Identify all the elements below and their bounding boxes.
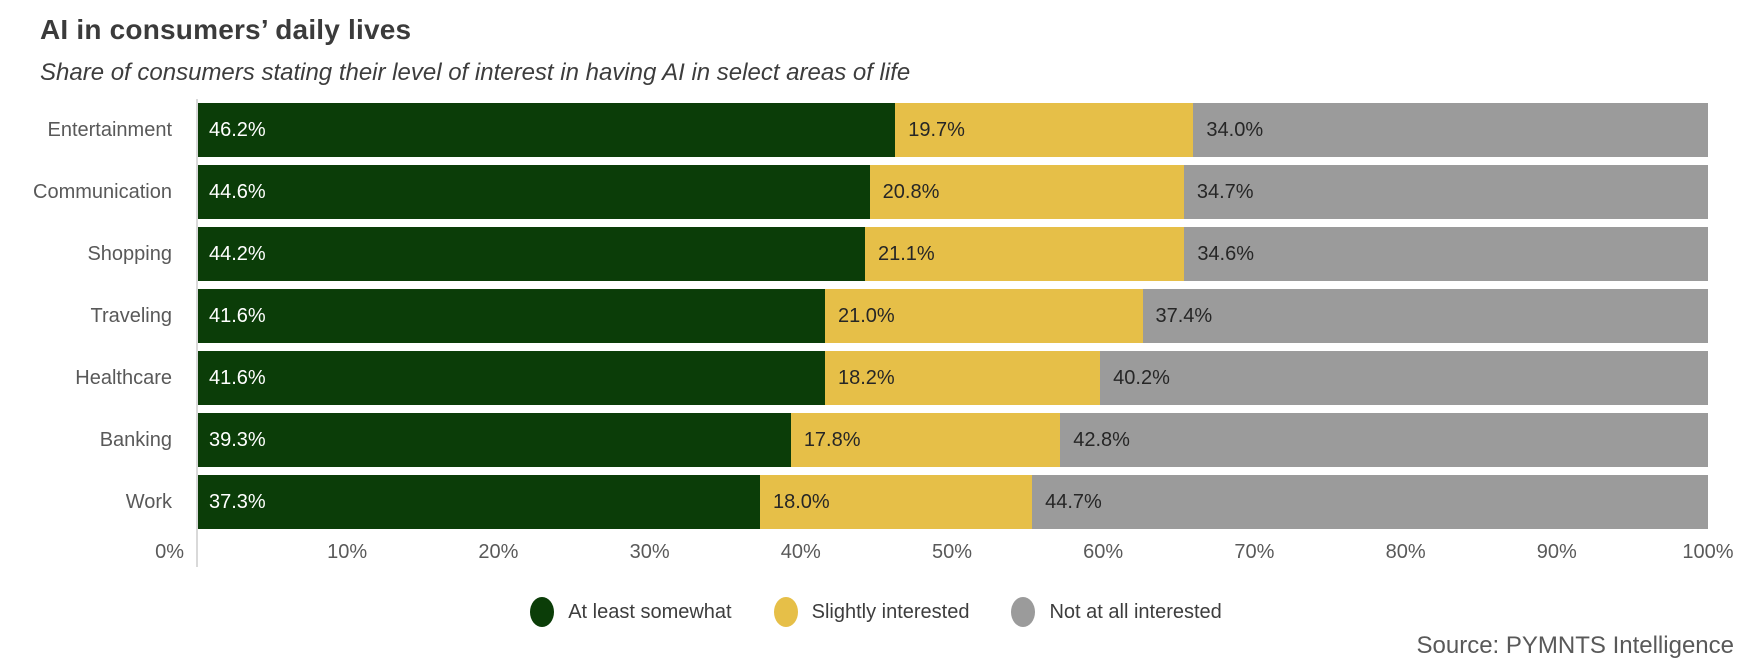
bar-segment-at-least-somewhat: 44.6% xyxy=(196,165,870,219)
chart-subtitle: Share of consumers stating their level o… xyxy=(40,59,911,86)
x-axis-tick: 0% xyxy=(155,541,184,563)
legend-swatch-slightly-interested xyxy=(773,597,798,627)
category-label: Communication xyxy=(33,180,172,203)
bar-value-label: 20.8% xyxy=(882,180,940,203)
bar-segment-slightly-interested: 17.8% xyxy=(790,413,1061,467)
bar-value-label: 41.6% xyxy=(209,366,266,389)
x-axis: 0% 10% 20% 30% 40% 50% 60% 70% 80% 90% 100% xyxy=(155,533,1733,567)
bar-segment-not-at-all-interested: 34.7% xyxy=(1183,165,1708,219)
bar-segment-at-least-somewhat: 41.6% xyxy=(196,351,825,405)
bar-segment-not-at-all-interested: 42.8% xyxy=(1060,413,1708,467)
legend-swatch-at-least-somewhat xyxy=(530,597,555,627)
bar-value-label: 39.3% xyxy=(209,428,266,451)
legend-label: At least somewhat xyxy=(568,600,732,623)
bar-segment-slightly-interested: 18.0% xyxy=(759,475,1033,529)
plot-area: Entertainment 46.2% 19.7% 34.0% Communicatio… xyxy=(0,99,1752,567)
bar-segment-slightly-interested: 19.7% xyxy=(895,103,1194,157)
bar-segment-slightly-interested: 20.8% xyxy=(869,165,1184,219)
bar-track: 41.6% 18.2% 40.2% xyxy=(196,351,1708,405)
y-axis-line xyxy=(196,99,198,567)
legend-item-not-at-all-interested: Not at all interested xyxy=(1011,597,1222,627)
bar-track: 44.6% 20.8% 34.7% xyxy=(196,165,1708,219)
bar-value-label: 42.8% xyxy=(1073,428,1130,451)
bar-segment-not-at-all-interested: 37.4% xyxy=(1142,289,1708,343)
bar-segment-not-at-all-interested: 34.6% xyxy=(1184,227,1708,281)
legend-swatch-not-at-all-interested xyxy=(1011,597,1036,627)
legend-item-at-least-somewhat: At least somewhat xyxy=(530,597,732,627)
bar-value-label: 44.6% xyxy=(209,180,266,203)
bar-track: 44.2% 21.1% 34.6% xyxy=(196,227,1708,281)
x-axis-tick: 80% xyxy=(1385,541,1426,563)
bar-value-label: 21.0% xyxy=(837,304,895,327)
legend-item-slightly-interested: Slightly interested xyxy=(773,597,970,627)
bar-row-healthcare: Healthcare 41.6% 18.2% 40.2% xyxy=(0,347,1752,409)
bar-row-work: Work 37.3% 18.0% 44.7% xyxy=(0,471,1752,533)
bar-value-label: 18.0% xyxy=(772,490,830,513)
bar-value-label: 46.2% xyxy=(209,118,266,141)
x-axis-tick: 40% xyxy=(780,541,821,563)
bar-value-label: 17.8% xyxy=(803,428,861,451)
bar-row-shopping: Shopping 44.2% 21.1% 34.6% xyxy=(0,223,1752,285)
bar-row-traveling: Traveling 41.6% 21.0% 37.4% xyxy=(0,285,1752,347)
bar-row-banking: Banking 39.3% 17.8% 42.8% xyxy=(0,409,1752,471)
bar-segment-not-at-all-interested: 34.0% xyxy=(1193,103,1708,157)
bar-segment-slightly-interested: 21.1% xyxy=(864,227,1185,281)
bar-value-label: 41.6% xyxy=(209,304,266,327)
category-label: Work xyxy=(125,490,172,513)
source-text: Source: PYMNTS Intelligence xyxy=(1416,632,1734,659)
category-label: Traveling xyxy=(90,304,172,327)
bar-value-label: 21.1% xyxy=(877,242,935,265)
category-label: Shopping xyxy=(87,242,172,265)
bar-track: 46.2% 19.7% 34.0% xyxy=(196,103,1708,157)
bar-segment-at-least-somewhat: 37.3% xyxy=(196,475,760,529)
bar-segment-at-least-somewhat: 44.2% xyxy=(196,227,865,281)
bar-segment-at-least-somewhat: 41.6% xyxy=(196,289,825,343)
x-axis-tick: 90% xyxy=(1536,541,1577,563)
x-axis-tick: 10% xyxy=(327,541,368,563)
bar-segment-at-least-somewhat: 39.3% xyxy=(196,413,791,467)
category-label: Banking xyxy=(99,428,172,451)
x-axis-tick: 70% xyxy=(1234,541,1275,563)
bar-value-label: 44.2% xyxy=(209,242,266,265)
bar-value-label: 37.3% xyxy=(209,490,266,513)
x-axis-tick: 60% xyxy=(1083,541,1124,563)
bar-value-label: 44.7% xyxy=(1045,490,1102,513)
legend-label: Not at all interested xyxy=(1049,600,1222,623)
category-label: Healthcare xyxy=(75,366,172,389)
chart-title: AI in consumers’ daily lives xyxy=(40,14,412,45)
bar-segment-slightly-interested: 21.0% xyxy=(824,289,1143,343)
bar-segment-at-least-somewhat: 46.2% xyxy=(196,103,896,157)
x-axis-tick: 100% xyxy=(1682,541,1734,563)
bar-track: 37.3% 18.0% 44.7% xyxy=(196,475,1708,529)
category-label: Entertainment xyxy=(47,118,172,141)
bar-row-entertainment: Entertainment 46.2% 19.7% 34.0% xyxy=(0,99,1752,161)
bar-value-label: 34.7% xyxy=(1196,180,1254,203)
legend-label: Slightly interested xyxy=(811,600,970,623)
bar-rows: Entertainment 46.2% 19.7% 34.0% Communicatio… xyxy=(0,99,1752,533)
bar-value-label: 34.6% xyxy=(1197,242,1255,265)
x-axis-tick: 30% xyxy=(629,541,670,563)
legend: At least somewhat Slightly interested Not … xyxy=(0,597,1752,627)
x-axis-tick: 20% xyxy=(478,541,519,563)
bar-track: 39.3% 17.8% 42.8% xyxy=(196,413,1708,467)
chart-header: AI in consumers’ daily lives Share of co… xyxy=(0,0,1752,87)
bar-value-label: 19.7% xyxy=(908,118,965,141)
bar-value-label: 40.2% xyxy=(1113,366,1170,389)
bar-value-label: 18.2% xyxy=(837,366,895,389)
bar-segment-not-at-all-interested: 40.2% xyxy=(1100,351,1708,405)
bar-track: 41.6% 21.0% 37.4% xyxy=(196,289,1708,343)
x-axis-tick: 50% xyxy=(931,541,973,563)
bar-value-label: 37.4% xyxy=(1155,304,1213,327)
bar-value-label: 34.0% xyxy=(1206,118,1264,141)
bar-row-communication: Communication 44.6% 20.8% 34.7% xyxy=(0,161,1752,223)
bar-segment-slightly-interested: 18.2% xyxy=(824,351,1101,405)
bar-segment-not-at-all-interested: 44.7% xyxy=(1032,475,1708,529)
